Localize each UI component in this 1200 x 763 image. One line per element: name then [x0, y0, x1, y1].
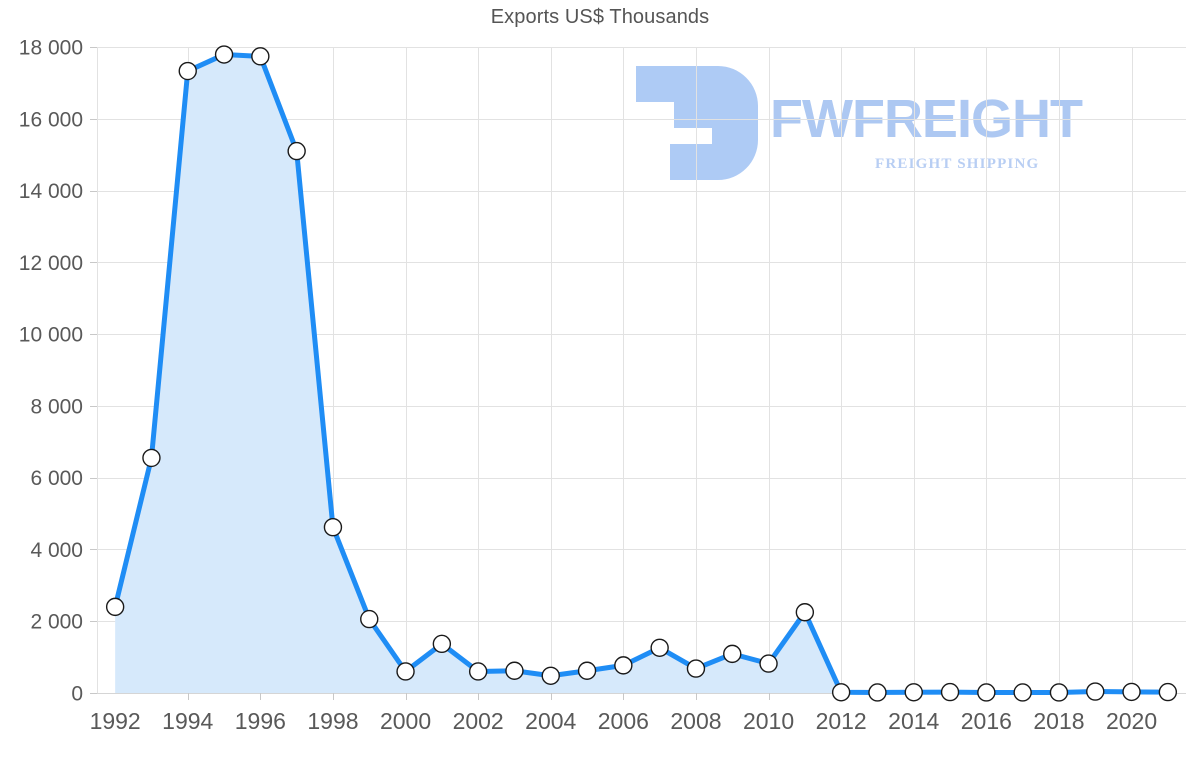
data-point-marker [723, 644, 742, 664]
data-point-marker [1013, 683, 1032, 702]
data-point-marker [577, 661, 597, 680]
x-tick-label: 2006 [598, 708, 649, 734]
y-tick-label: 16 000 [19, 108, 83, 131]
data-point-marker [904, 683, 923, 702]
x-tick-label: 2002 [453, 708, 504, 734]
y-tick-label: 0 [71, 683, 83, 706]
x-axis-labels: 1992 1994 1996 1998 2000 2002 2004 2006 2008 2010… [90, 708, 1158, 734]
data-point-marker [1049, 683, 1069, 702]
y-tick-label: 14 000 [19, 180, 83, 203]
data-point-marker [287, 141, 306, 161]
data-point-marker [360, 609, 379, 629]
x-tick-label: 2004 [525, 708, 576, 734]
chart-title: Exports US$ Thousands [490, 6, 710, 28]
data-point-marker [831, 683, 851, 702]
x-tick-label: 2016 [961, 708, 1012, 734]
x-tick-label: 2014 [888, 708, 939, 734]
y-tick-label: 18 000 [19, 37, 83, 60]
x-tick-label: 2012 [816, 708, 867, 734]
y-tick-label: 6 000 [30, 467, 83, 490]
data-point-marker [686, 659, 706, 678]
x-tick-label: 1998 [307, 708, 358, 734]
x-tick-label: 1992 [90, 708, 141, 734]
y-tick-label: 8 000 [30, 395, 83, 418]
series-marker-layer [105, 45, 1178, 702]
x-tick-label: 1994 [162, 708, 213, 734]
y-tick-label: 2 000 [30, 611, 83, 634]
data-point-marker [432, 634, 452, 654]
x-tick-label: 2008 [670, 708, 721, 734]
x-tick-label: 2020 [1106, 708, 1157, 734]
data-point-marker [468, 662, 488, 681]
y-axis-labels: 0 2 000 4 000 6 000 8 000 10 000 12 000 14 000 1… [19, 37, 83, 706]
data-point-marker [759, 654, 778, 673]
data-point-marker [396, 662, 415, 681]
data-point-marker [178, 61, 197, 81]
data-point-marker [614, 656, 633, 675]
series-area-layer [115, 54, 1168, 694]
data-point-marker [1158, 682, 1178, 702]
data-point-marker [650, 638, 669, 657]
data-point-marker [868, 683, 887, 702]
data-point-marker [1086, 682, 1105, 701]
data-point-marker [541, 666, 560, 685]
data-point-marker [1122, 682, 1141, 702]
data-point-marker [214, 45, 234, 64]
data-point-marker [251, 47, 270, 66]
x-tick-label: 2000 [380, 708, 431, 734]
data-point-marker [505, 661, 524, 680]
y-tick-label: 10 000 [19, 324, 83, 347]
series-area [115, 54, 1168, 694]
y-tick-label: 4 000 [30, 539, 83, 562]
data-point-marker [795, 603, 815, 622]
x-tick-label: 1996 [235, 708, 286, 734]
data-point-marker [105, 597, 125, 617]
data-point-marker [977, 683, 996, 702]
x-tick-label: 2018 [1033, 708, 1084, 734]
data-point-marker [142, 448, 161, 468]
data-point-marker [940, 682, 960, 702]
x-tick-label: 2010 [743, 708, 794, 734]
y-tick-label: 12 000 [19, 252, 83, 275]
data-point-marker [323, 517, 343, 537]
